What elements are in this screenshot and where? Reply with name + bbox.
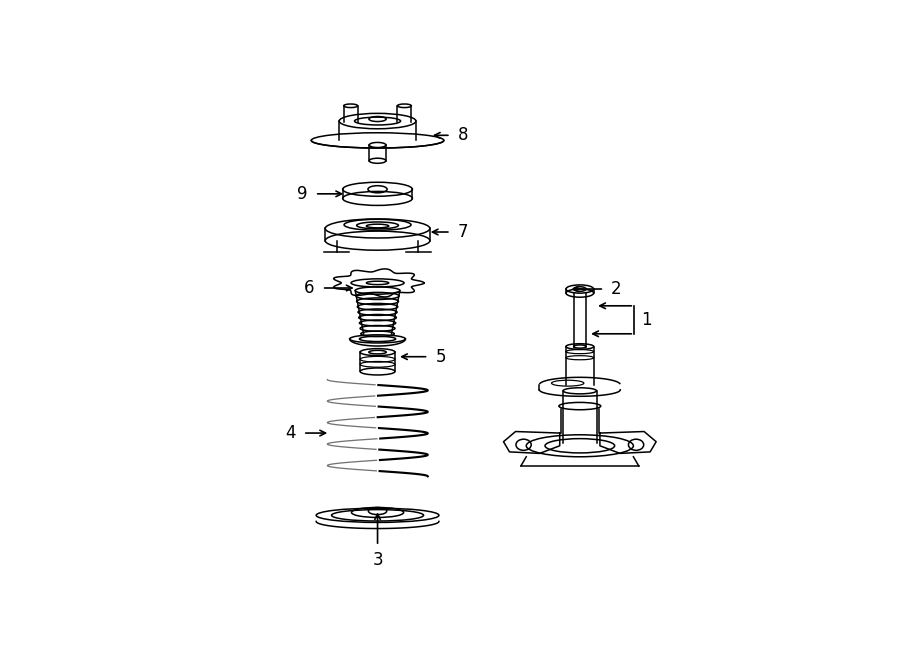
Text: 8: 8: [458, 126, 468, 144]
Text: 9: 9: [297, 185, 308, 203]
Text: 4: 4: [285, 424, 296, 442]
Text: 5: 5: [436, 348, 446, 366]
Text: 3: 3: [373, 551, 382, 569]
Text: 6: 6: [304, 279, 315, 297]
Text: 1: 1: [641, 311, 652, 329]
Text: 2: 2: [611, 280, 622, 298]
Text: 7: 7: [458, 223, 468, 241]
